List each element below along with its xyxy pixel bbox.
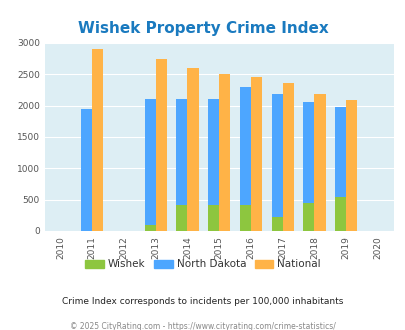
Bar [314,94,325,231]
Legend: Wishek, North Dakota, National: Wishek, North Dakota, National [81,255,324,274]
Bar [239,87,250,231]
Bar [92,49,103,231]
Bar [208,205,219,231]
Bar [156,59,166,231]
Bar [250,77,262,231]
Bar [187,68,198,231]
Bar [334,197,345,231]
Bar [271,216,282,231]
Bar [144,225,156,231]
Text: Wishek Property Crime Index: Wishek Property Crime Index [77,21,328,36]
Bar [239,205,250,231]
Bar [176,99,187,231]
Bar [282,83,293,231]
Bar [345,100,356,231]
Bar [334,107,345,231]
Bar [208,99,219,231]
Text: © 2025 CityRating.com - https://www.cityrating.com/crime-statistics/: © 2025 CityRating.com - https://www.city… [70,322,335,330]
Bar [144,99,156,231]
Text: Crime Index corresponds to incidents per 100,000 inhabitants: Crime Index corresponds to incidents per… [62,297,343,306]
Bar [176,205,187,231]
Bar [81,109,92,231]
Bar [303,203,314,231]
Bar [303,102,314,231]
Bar [271,94,282,231]
Bar [219,74,230,231]
